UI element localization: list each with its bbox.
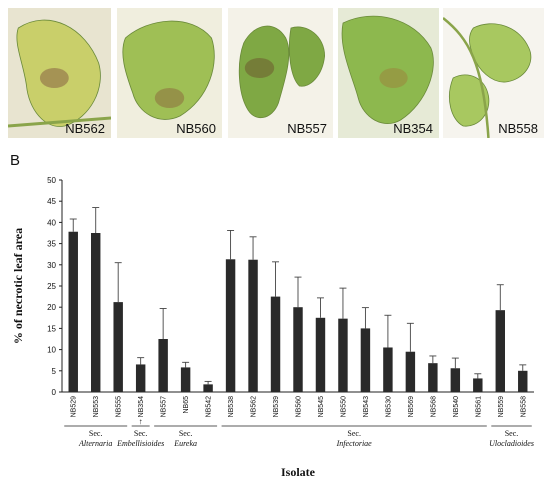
x-tick-label: NB560 [296, 396, 303, 418]
bar [113, 302, 123, 392]
x-tick-label: NB550 [340, 396, 347, 418]
bar [428, 363, 438, 392]
bar [383, 347, 393, 392]
x-tick-label: NB558 [520, 396, 527, 418]
group-sec-label: Sec. [89, 429, 103, 438]
bar [518, 370, 528, 392]
arrow-icon: ↑ [139, 417, 143, 426]
leaf-image [228, 8, 333, 138]
x-tick-label: NB562 [251, 396, 258, 418]
x-tick-label: NB555 [116, 396, 123, 418]
x-tick-label: NB65 [183, 396, 190, 414]
y-tick-label: 5 [52, 367, 57, 376]
x-tick-label: NB543 [363, 396, 370, 418]
y-tick-label: 50 [47, 176, 56, 185]
y-tick-label: 0 [52, 388, 57, 397]
bar [68, 231, 78, 392]
necrosis-bar-chart: 0 5 10 15 20 25 30 35 40 45 50 NB529 NB553 NB555 NB35… [11, 176, 534, 479]
bar [248, 259, 258, 392]
bar [473, 378, 483, 392]
panel-label-b: B [10, 152, 21, 169]
leaf-photo: NB557 [228, 8, 333, 138]
bar [225, 259, 236, 392]
bar [360, 328, 371, 392]
bar [203, 384, 213, 392]
bar [450, 368, 461, 392]
y-tick-label: 25 [47, 282, 56, 291]
photo-label: NB560 [176, 121, 216, 136]
leaf-photo: NB558 [443, 8, 544, 138]
leaf-shape [238, 25, 326, 118]
bar [135, 364, 146, 392]
chart-bars [68, 207, 528, 392]
leaf-image [338, 8, 439, 138]
bar [315, 317, 326, 392]
group-sec-label: Sec. [134, 429, 148, 438]
section-groups: Sec.AlternariaSec.EmbellisioidesSec.Eure… [64, 417, 534, 448]
photo-label: NB354 [393, 121, 433, 136]
x-tick-labels: NB529 NB553 NB555 NB354 NB557 NB65 NB542 NB538 N… [71, 396, 528, 418]
leaf-photo: NB354 [338, 8, 439, 138]
x-tick-label: NB530 [385, 396, 392, 418]
x-tick-label: NB569 [408, 396, 415, 418]
leaf-image [117, 8, 222, 138]
x-tick-label: NB559 [498, 396, 505, 418]
necrotic-spot [154, 88, 185, 108]
y-tick-label: 10 [47, 346, 56, 355]
y-tick-label: 30 [47, 261, 56, 270]
group-name: Embellisioides [116, 439, 164, 448]
photo-label: NB562 [65, 121, 105, 136]
bar [293, 307, 303, 392]
bar [180, 367, 191, 392]
group-sec-label: Sec. [347, 429, 361, 438]
x-tick-label: NB539 [273, 396, 280, 418]
bar [270, 296, 281, 392]
group-name: Ulocladioides [489, 439, 534, 448]
x-axis-label: Isolate [281, 465, 316, 479]
x-tick-label: NB561 [475, 396, 482, 418]
y-tick-label: 15 [47, 324, 56, 333]
leaf-photo: NB560 [117, 8, 222, 138]
necrotic-spot [379, 68, 408, 88]
y-tick-label: 45 [47, 197, 56, 206]
x-tick-label: NB557 [161, 396, 168, 418]
leaf-shape [449, 23, 532, 127]
necrotic-spot [39, 68, 69, 88]
leaf-shape [341, 15, 434, 124]
leaf-shape [16, 19, 101, 127]
necrotic-spot [244, 58, 275, 78]
photo-label: NB557 [287, 121, 327, 136]
leaf-image [443, 8, 544, 138]
group-name: Infectoriae [336, 439, 373, 448]
y-axis-label: % of necrotic leaf area [11, 228, 25, 344]
x-tick-label: NB553 [93, 396, 100, 418]
y-tick-label: 35 [47, 240, 56, 249]
y-tick-label: 20 [47, 303, 56, 312]
bar [90, 233, 101, 392]
bar [158, 339, 168, 392]
x-tick-label: NB540 [453, 396, 460, 418]
x-tick-label: NB529 [71, 396, 78, 418]
leaf-photo: NB562 [8, 8, 111, 138]
leaf-shape [122, 20, 215, 120]
group-name: Eureka [173, 439, 197, 448]
bar [495, 310, 506, 392]
x-tick-label: NB545 [318, 396, 325, 418]
group-sec-label: Sec. [505, 429, 519, 438]
bar [338, 318, 348, 392]
y-tick-label: 40 [47, 218, 56, 227]
group-name: Alternaria [78, 439, 112, 448]
leaf-image [8, 8, 111, 138]
x-tick-label: NB542 [206, 396, 213, 418]
photo-label: NB558 [498, 121, 538, 136]
x-tick-label: NB354 [138, 396, 145, 418]
x-tick-label: NB568 [430, 396, 437, 418]
bar [405, 351, 416, 392]
x-tick-label: NB538 [228, 396, 235, 418]
group-sec-label: Sec. [179, 429, 193, 438]
